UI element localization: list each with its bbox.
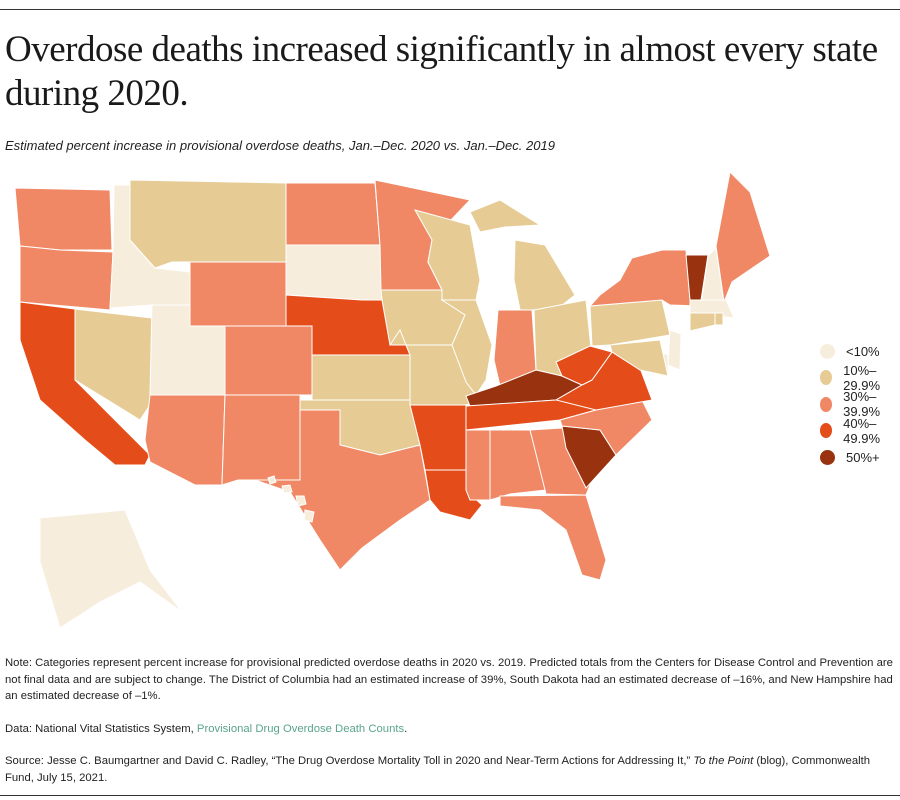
state-shape <box>281 484 293 494</box>
state-shape <box>285 182 381 246</box>
state-shape <box>189 261 287 327</box>
data-source-link[interactable]: Provisional Drug Overdose Death Counts <box>196 722 405 735</box>
legend-label: 30%–39.9% <box>843 389 881 420</box>
state-shape <box>489 429 547 501</box>
state-shape <box>267 475 277 485</box>
data-credit: Data: National Vital Statistics System, … <box>5 721 897 738</box>
state-nv <box>74 308 153 421</box>
source-suffix: (blog), Commonwealth Fund, July 15, 2021… <box>5 755 871 784</box>
state-shape <box>303 509 315 523</box>
state-ak <box>39 509 183 629</box>
state-me <box>715 170 771 304</box>
state-nm <box>221 394 301 486</box>
footnotes: Note: Categories represent percent incre… <box>5 655 897 800</box>
state-shape <box>221 394 301 486</box>
state-shape <box>589 299 671 347</box>
state-shape <box>465 429 491 501</box>
state-ct <box>689 312 716 332</box>
data-suffix: . <box>404 722 408 735</box>
legend-label: <10% <box>846 343 880 359</box>
legend-item: <10% <box>820 338 900 365</box>
legend-label: 40%–49.9% <box>843 415 881 446</box>
state-shape <box>295 495 307 507</box>
state-hi <box>267 475 315 523</box>
source-blog-name: To the Point <box>693 755 754 767</box>
state-mi <box>469 199 576 311</box>
state-shape <box>588 249 702 307</box>
state-shape <box>667 329 682 371</box>
state-pa <box>589 299 671 347</box>
legend-item: 10%–29.9% <box>820 362 900 393</box>
state-ms <box>465 429 491 501</box>
legend: <10% 10%–29.9% 30%–39.9% 40%–49.9% 50%+ <box>820 338 900 471</box>
subtitle: Estimated percent increase in provisiona… <box>5 138 555 153</box>
source-prefix: Source: Jesse C. Baumgartner and David C… <box>5 755 694 767</box>
state-shape <box>39 509 183 629</box>
state-shape <box>715 170 771 304</box>
legend-swatch <box>820 449 835 465</box>
state-wv <box>555 345 613 386</box>
state-shape <box>714 312 724 326</box>
state-az <box>144 394 226 486</box>
state-shape <box>513 239 576 311</box>
state-shape <box>689 312 716 332</box>
state-ks <box>311 354 411 401</box>
state-shape <box>555 345 613 386</box>
state-shape <box>311 354 411 401</box>
state-al <box>489 429 547 501</box>
state-shape <box>224 325 313 396</box>
state-or <box>19 245 114 311</box>
legend-label: 10%–29.9% <box>843 362 881 393</box>
legend-swatch <box>820 370 833 386</box>
legend-swatch <box>820 343 835 359</box>
state-wa <box>14 187 113 251</box>
legend-label: 50%+ <box>846 449 880 465</box>
state-wy <box>189 261 287 327</box>
state-shape <box>14 187 113 251</box>
state-ri <box>714 312 724 326</box>
bottom-rule <box>0 795 900 796</box>
legend-item: 50%+ <box>820 444 900 471</box>
state-shape <box>469 199 542 233</box>
legend-item: 30%–39.9% <box>820 389 900 420</box>
page-title: Overdose deaths increased significantly … <box>5 29 878 114</box>
data-prefix: Data: National Vital Statistics System, <box>5 722 197 735</box>
state-nj <box>667 329 682 371</box>
state-tx <box>254 409 431 571</box>
top-rule <box>0 9 900 10</box>
state-shape <box>499 494 607 581</box>
state-co <box>224 325 313 396</box>
us-state-map <box>14 170 771 629</box>
state-shape <box>129 179 287 269</box>
state-shape <box>144 394 226 486</box>
source-credit: Source: Jesse C. Baumgartner and David C… <box>5 753 897 786</box>
state-ny <box>588 249 702 307</box>
state-shape <box>609 339 669 377</box>
state-shape <box>74 308 153 421</box>
legend-swatch <box>820 423 833 439</box>
state-shape <box>254 409 431 571</box>
state-md <box>609 339 669 377</box>
note-text: Note: Categories represent percent incre… <box>5 657 893 702</box>
state-fl <box>499 494 607 581</box>
legend-item: 40%–49.9% <box>820 415 900 446</box>
state-nd <box>285 182 381 246</box>
state-sd <box>285 244 383 301</box>
legend-swatch <box>820 396 833 412</box>
state-mt <box>129 179 287 269</box>
state-shape <box>285 244 383 301</box>
state-shape <box>19 245 114 311</box>
